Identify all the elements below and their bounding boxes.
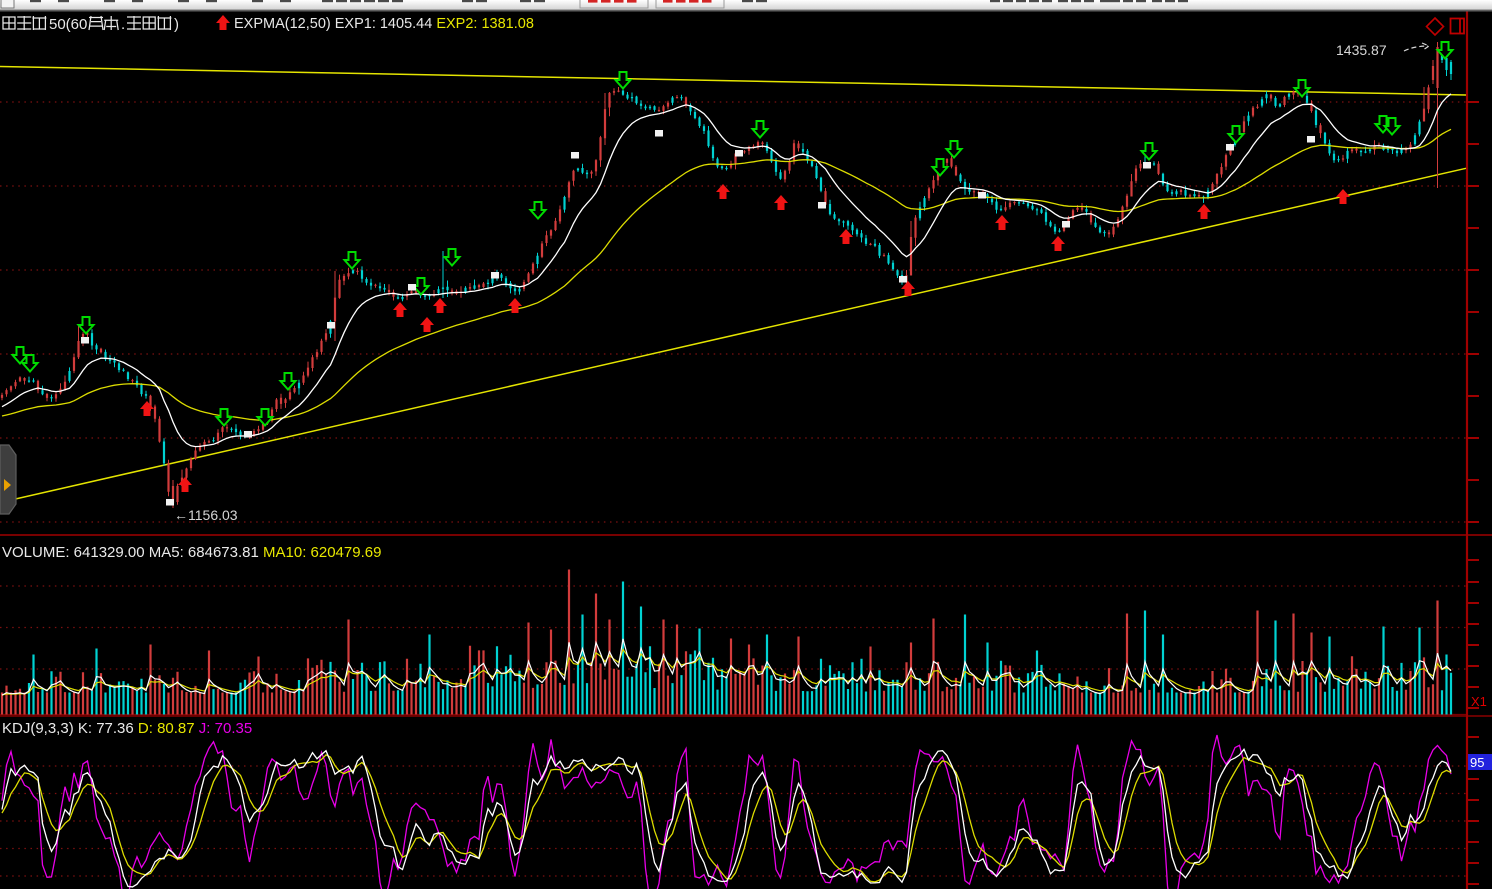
- svg-text:VOLUME: 641329.00 MA5: 684673: VOLUME: 641329.00 MA5: 684673.81 MA10: 6…: [2, 544, 381, 561]
- svg-text:.: .: [121, 16, 125, 33]
- svg-text:KDJ(9,3,3) K: 77.36 D: 80.87: KDJ(9,3,3) K: 77.36 D: 80.87 J: 70.35: [2, 720, 252, 737]
- svg-text:EXPMA(12,50) EXP1: 1405.44 E: EXPMA(12,50) EXP1: 1405.44 EXP2: 1381.08: [234, 16, 534, 32]
- svg-text:95: 95: [1470, 755, 1484, 770]
- svg-text:←1156.03: ←1156.03: [174, 507, 238, 523]
- svg-text:50(60: 50(60: [49, 16, 87, 33]
- svg-text:1435.87: 1435.87: [1336, 42, 1387, 58]
- svg-text:X1: X1: [1471, 694, 1487, 709]
- svg-text:): ): [174, 16, 179, 33]
